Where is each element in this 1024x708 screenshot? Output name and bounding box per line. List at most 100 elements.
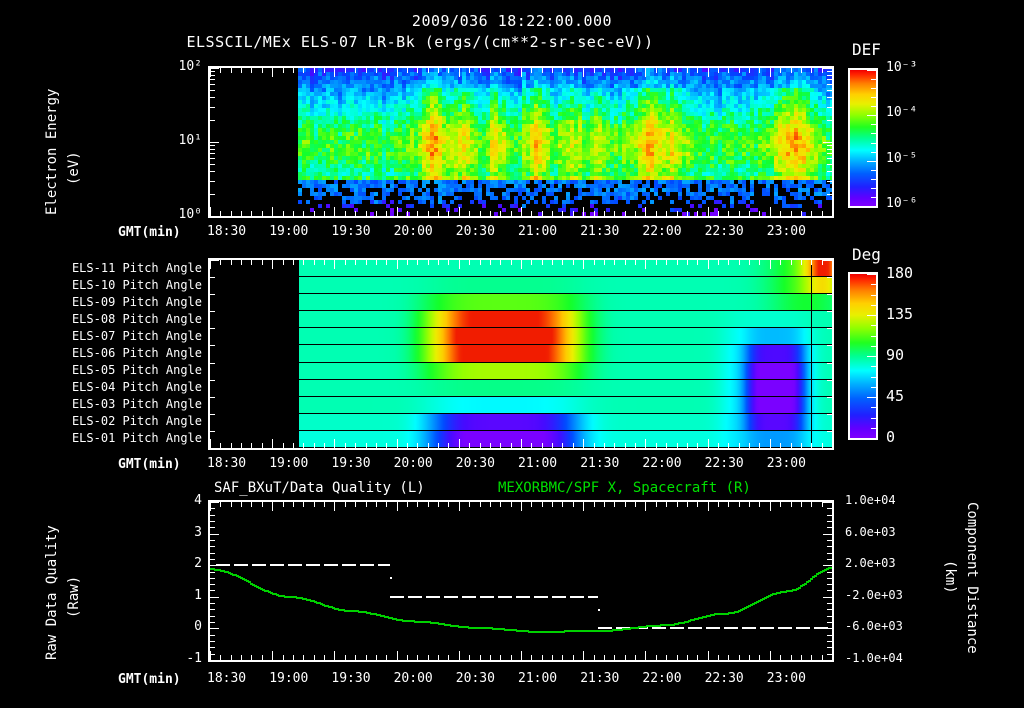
data-quality-segment bbox=[390, 595, 405, 598]
component-distance-point bbox=[624, 628, 627, 630]
x-tick-label: 21:30 bbox=[565, 671, 635, 686]
component-distance-point bbox=[394, 618, 397, 620]
component-distance-point bbox=[434, 622, 437, 624]
pitch-angle-cell bbox=[586, 396, 608, 414]
pitch-angle-cell bbox=[319, 413, 342, 431]
component-distance-point bbox=[598, 630, 601, 632]
pitch-angle-cell bbox=[750, 379, 772, 397]
component-distance-point bbox=[220, 570, 223, 572]
pitch-angle-cell bbox=[750, 413, 772, 431]
pitch-angle-cell bbox=[791, 396, 813, 414]
component-distance-point bbox=[770, 594, 773, 596]
pitch-angle-cell bbox=[545, 379, 567, 397]
data-quality-segment bbox=[651, 627, 666, 630]
pitch-angle-cell bbox=[381, 396, 403, 414]
component-distance-point bbox=[234, 574, 237, 576]
component-distance-point bbox=[246, 580, 249, 582]
component-distance-point bbox=[614, 629, 617, 631]
component-distance-point bbox=[716, 613, 719, 615]
component-distance-point bbox=[736, 611, 739, 613]
component-distance-point bbox=[214, 569, 217, 571]
instrument-title: ELSSCIL/MEx ELS-07 LR-Bk (ergs/(cm**2-sr… bbox=[0, 33, 840, 51]
component-distance-point bbox=[274, 593, 277, 595]
component-distance-point bbox=[648, 625, 651, 627]
pitch-angle-cell bbox=[442, 294, 465, 312]
pitch-angle-cell bbox=[360, 345, 383, 363]
pitch-angle-cell bbox=[299, 413, 321, 431]
pitch-angle-cell bbox=[524, 311, 547, 329]
component-distance-point bbox=[330, 606, 333, 608]
component-distance-point bbox=[554, 631, 557, 633]
component-distance-point bbox=[412, 620, 415, 622]
component-distance-point bbox=[226, 571, 229, 573]
component-distance-point bbox=[312, 600, 315, 602]
component-distance-point bbox=[692, 619, 695, 621]
component-distance-point bbox=[248, 581, 251, 583]
component-distance-point bbox=[422, 621, 425, 623]
component-distance-point bbox=[314, 601, 317, 603]
pitch-angle-cell bbox=[504, 396, 526, 414]
component-distance-point bbox=[618, 629, 621, 631]
pitch-angle-cell bbox=[750, 345, 772, 363]
pitch-angle-cell bbox=[524, 396, 547, 414]
pitch-angle-cell bbox=[791, 328, 813, 346]
component-distance-point bbox=[408, 620, 411, 622]
panel3-y-left-tick-label: -1 bbox=[150, 651, 202, 666]
pitch-angle-row-label: ELS-05 Pitch Angle bbox=[58, 363, 202, 377]
data-quality-segment bbox=[669, 627, 684, 630]
component-distance-point bbox=[726, 613, 729, 615]
component-distance-point bbox=[266, 590, 269, 592]
panel1-x-title: GMT(min) bbox=[118, 225, 181, 240]
pitch-angle-cell bbox=[709, 379, 731, 397]
data-quality-segment bbox=[570, 595, 585, 598]
component-distance-point bbox=[216, 569, 219, 571]
x-tick-label: 22:30 bbox=[689, 224, 759, 239]
component-distance-point bbox=[666, 624, 669, 626]
component-distance-point bbox=[446, 624, 449, 626]
component-distance-point bbox=[482, 627, 485, 629]
component-distance-point bbox=[804, 583, 807, 585]
component-distance-point bbox=[646, 625, 649, 627]
component-distance-point bbox=[356, 610, 359, 612]
pitch-angle-cell bbox=[647, 396, 670, 414]
component-distance-point bbox=[540, 631, 543, 633]
spectrogram-canvas bbox=[210, 68, 832, 216]
pitch-angle-cell bbox=[770, 362, 792, 380]
component-distance-point bbox=[284, 596, 287, 598]
pitch-angle-cell bbox=[299, 430, 321, 448]
component-distance-point bbox=[752, 603, 755, 605]
pitch-angle-cell bbox=[483, 277, 506, 295]
data-quality-segment bbox=[516, 595, 531, 598]
pitch-angle-cell bbox=[565, 294, 588, 312]
component-distance-point bbox=[372, 613, 375, 615]
pitch-angle-cell bbox=[381, 260, 403, 278]
component-distance-point bbox=[714, 613, 717, 615]
pitch-angle-cell bbox=[319, 362, 342, 380]
pitch-angle-cell bbox=[545, 430, 567, 448]
component-distance-point bbox=[586, 630, 589, 632]
pitch-angle-canvas bbox=[210, 260, 832, 448]
pitch-angle-cell bbox=[524, 328, 547, 346]
component-distance-point bbox=[724, 613, 727, 615]
x-tick-label: 22:00 bbox=[627, 456, 697, 471]
pitch-angle-cell bbox=[319, 379, 342, 397]
pitch-angle-cell bbox=[565, 413, 588, 431]
pitch-angle-cell bbox=[811, 430, 832, 448]
component-distance-point bbox=[256, 586, 259, 588]
pitch-angle-cell bbox=[750, 311, 772, 329]
pitch-angle-cell bbox=[463, 311, 485, 329]
pitch-angle-cell bbox=[565, 379, 588, 397]
pitch-angle-cell bbox=[668, 311, 690, 329]
component-distance-point bbox=[340, 609, 343, 611]
component-distance-point bbox=[324, 605, 327, 607]
component-distance-point bbox=[568, 630, 571, 632]
component-distance-point bbox=[280, 595, 283, 597]
component-distance-point bbox=[230, 573, 233, 575]
pitch-angle-cell bbox=[299, 328, 321, 346]
component-distance-point bbox=[702, 616, 705, 618]
pitch-angle-cell bbox=[709, 328, 731, 346]
component-distance-point bbox=[818, 572, 821, 574]
component-distance-point bbox=[592, 630, 595, 632]
pitch-angle-cell bbox=[319, 277, 342, 295]
component-distance-point bbox=[436, 622, 439, 624]
